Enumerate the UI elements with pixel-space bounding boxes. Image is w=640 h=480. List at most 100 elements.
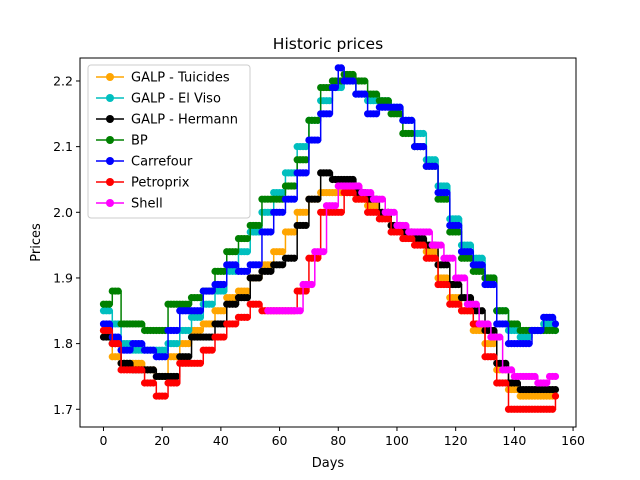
y-tick-label: 1.7 — [53, 402, 73, 417]
data-point — [496, 333, 504, 341]
data-point — [220, 287, 228, 295]
y-tick-label: 1.9 — [53, 270, 73, 285]
data-point — [455, 280, 463, 289]
data-point — [337, 83, 345, 92]
data-point — [325, 97, 334, 105]
legend-label: Shell — [131, 197, 163, 212]
data-point — [114, 353, 122, 361]
data-point — [196, 294, 204, 302]
legend-item: Shell — [96, 197, 163, 212]
data-point — [372, 90, 381, 98]
legend-label: BP — [131, 134, 148, 149]
legend-item: GALP - Tuicides — [96, 71, 230, 86]
data-point — [267, 267, 275, 275]
data-point — [184, 300, 193, 308]
x-tick-label: 120 — [444, 433, 468, 448]
data-point — [126, 359, 134, 367]
data-point — [419, 241, 427, 249]
data-point — [437, 241, 445, 249]
data-point — [396, 228, 404, 236]
data-point — [105, 307, 113, 315]
data-point — [308, 280, 316, 289]
data-point — [208, 287, 216, 295]
data-point — [490, 274, 498, 282]
data-point — [548, 313, 557, 321]
data-point — [243, 267, 251, 275]
data-point — [455, 228, 463, 236]
data-point — [319, 248, 328, 256]
data-point — [302, 156, 310, 164]
data-point — [173, 326, 181, 335]
data-point — [231, 300, 240, 308]
data-point — [490, 280, 498, 289]
series-shell — [264, 182, 560, 387]
data-point — [184, 340, 193, 348]
data-point — [460, 274, 469, 282]
data-point — [255, 300, 263, 308]
data-point — [443, 280, 451, 289]
data-point — [255, 274, 263, 282]
data-point — [243, 248, 251, 256]
data-point — [455, 221, 463, 230]
data-point — [361, 195, 369, 203]
data-point — [220, 333, 228, 341]
data-point — [466, 241, 474, 249]
data-point — [173, 340, 181, 348]
legend-item: GALP - Hermann — [96, 113, 238, 128]
data-point — [455, 300, 463, 308]
data-point — [149, 366, 157, 374]
data-point — [384, 215, 392, 223]
data-point — [443, 261, 451, 269]
data-point — [126, 346, 134, 354]
legend-swatch-marker — [106, 73, 114, 81]
data-point — [220, 280, 228, 289]
data-point — [543, 379, 551, 387]
data-point — [220, 307, 228, 315]
data-point — [361, 90, 369, 98]
chart-title: Historic prices — [273, 35, 383, 53]
legend-label: GALP - Tuicides — [131, 71, 230, 86]
data-point — [349, 175, 357, 184]
data-point — [402, 221, 410, 230]
plot-area-frame — [79, 57, 577, 428]
data-point — [325, 169, 334, 177]
data-point — [255, 261, 263, 269]
legend-label: Carrefour — [131, 155, 193, 170]
data-point — [501, 359, 510, 367]
data-point — [302, 208, 310, 216]
data-point — [138, 359, 146, 367]
data-point — [290, 228, 298, 236]
data-point — [443, 188, 451, 197]
legend-label: Petroprix — [131, 176, 190, 191]
data-point — [243, 234, 251, 243]
data-point — [419, 143, 427, 151]
data-point — [161, 392, 169, 400]
x-tick-label: 60 — [272, 433, 288, 448]
data-point — [173, 379, 181, 387]
data-point — [366, 188, 375, 197]
legend-swatch-marker — [106, 178, 114, 186]
data-point — [196, 326, 204, 335]
data-point — [551, 326, 560, 335]
data-point — [537, 326, 545, 335]
data-point — [349, 77, 357, 85]
x-axis-label: Days — [312, 456, 345, 471]
data-point — [149, 346, 157, 354]
data-point — [551, 392, 560, 400]
data-point — [278, 208, 287, 216]
data-point — [478, 307, 486, 315]
legend-swatch-marker — [106, 115, 114, 123]
data-point — [507, 366, 516, 374]
x-tick-label: 40 — [213, 433, 229, 448]
legend-swatch-marker — [106, 157, 114, 165]
data-point — [525, 340, 533, 348]
data-point — [220, 267, 228, 275]
data-point — [478, 261, 486, 269]
data-point — [296, 307, 304, 315]
legend-item: Petroprix — [96, 176, 190, 191]
data-point — [290, 182, 298, 190]
y-tick-label: 2.2 — [53, 73, 73, 88]
data-point — [105, 326, 113, 335]
y-tick-label: 2.0 — [53, 205, 73, 220]
